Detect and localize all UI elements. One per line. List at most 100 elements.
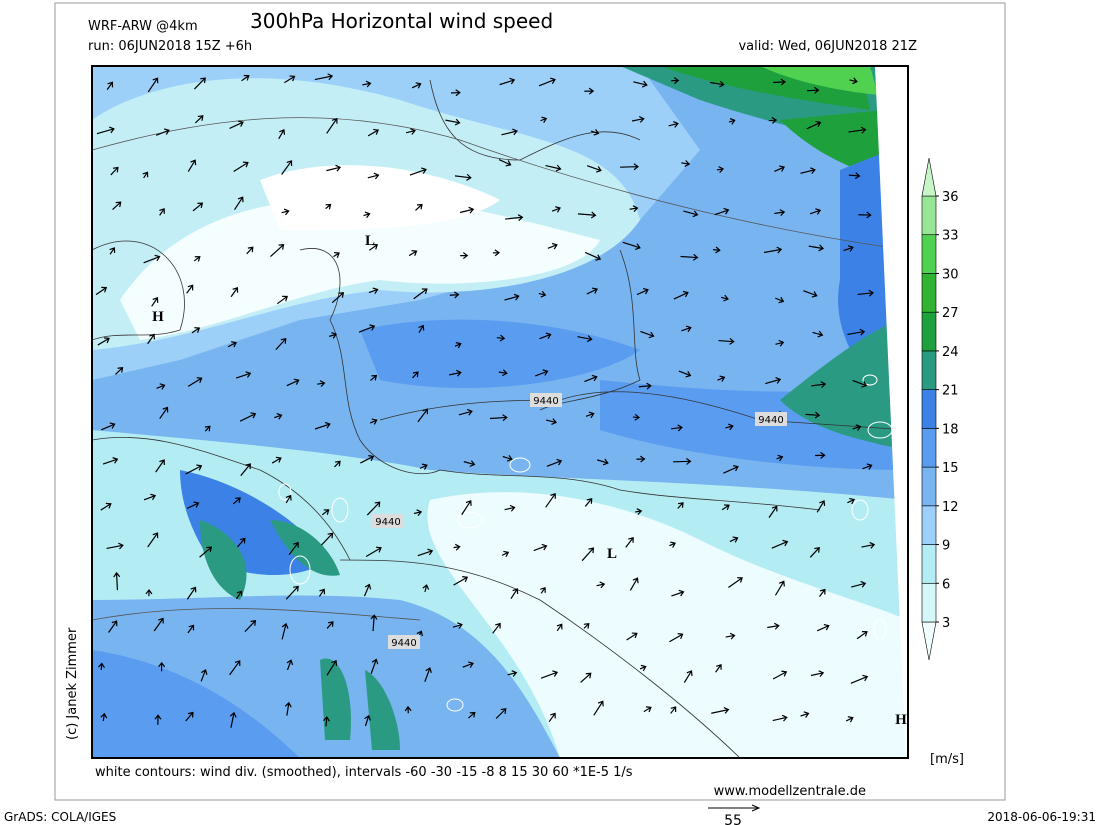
colorbar-bin [921, 350, 937, 390]
wind-arrow [577, 335, 593, 343]
wind-arrow [458, 408, 473, 416]
wind-arrow [806, 120, 822, 130]
wind-arrow [489, 414, 508, 422]
wind-arrow [229, 120, 244, 129]
contour-label: 9440 [375, 517, 400, 528]
wind-arrow [862, 463, 873, 470]
wind-arrow [673, 290, 689, 300]
wind-arrow [325, 203, 332, 210]
colorbar-tick-label: 15 [942, 461, 959, 476]
wind-arrow [556, 623, 563, 632]
wind-arrow [185, 464, 203, 475]
valid-info: valid: Wed, 06JUN2018 21Z [738, 39, 917, 54]
map-frame [91, 65, 909, 759]
wind-arrow [147, 77, 159, 93]
wind-arrow [363, 583, 372, 597]
wind-arrow [729, 536, 739, 543]
wind-arrow [629, 577, 639, 591]
wind-arrow [193, 256, 201, 262]
wind-arrow [413, 509, 423, 517]
map-title: 300hPa Horizontal wind speed [250, 9, 553, 33]
wind-arrow [270, 243, 285, 258]
wind-arrow [507, 670, 518, 677]
wind-arrow [852, 424, 862, 431]
colorbar-tick-label: 24 [942, 345, 959, 360]
wind-arrow [856, 630, 868, 640]
wind-area [780, 320, 905, 450]
wind-arrow [285, 494, 292, 504]
wind-arrow [452, 622, 463, 629]
wind-arrow [192, 202, 204, 212]
wind-arrow [106, 542, 124, 550]
wind-arrow [454, 342, 462, 349]
wind-arrow [187, 624, 195, 634]
wind-arrow [187, 377, 203, 387]
wind-arrow [318, 588, 326, 597]
wind-arrow [639, 664, 647, 672]
wind-arrow [187, 159, 197, 172]
low-pressure-label: L [365, 233, 375, 249]
run-info: run: 06JUN2018 15Z +6h [88, 39, 252, 54]
wind-arrow [593, 700, 604, 716]
wind-arrow [625, 536, 634, 548]
wind-arrow [681, 160, 691, 167]
map: L H L H 9440 9440 9440 9440 [92, 66, 908, 758]
copyright: (c) Janek Zimmer [65, 627, 80, 740]
wind-arrow [805, 411, 821, 419]
wind-arrow [717, 375, 726, 382]
wind-arrow [370, 658, 379, 675]
wind-arrow [540, 586, 546, 594]
wind-arrow [145, 588, 153, 597]
wind-area [120, 198, 600, 340]
wind-arrow [584, 251, 602, 261]
wind-arrow [281, 622, 289, 640]
wind-arrow [635, 508, 643, 516]
software-credit: GrADS: COLA/IGES [4, 810, 116, 824]
wind-arrow [358, 324, 376, 333]
contour-note: white contours: wind div. (smoothed), in… [95, 765, 633, 780]
wind-arrow [151, 297, 159, 307]
wind-arrow [424, 667, 432, 682]
wind-arrow [492, 249, 501, 257]
wind-arrow [768, 116, 778, 124]
colorbar-tick-label: 27 [942, 306, 959, 321]
wind-arrow [714, 207, 730, 216]
wind-arrow [585, 411, 595, 419]
wind-arrow [551, 206, 561, 213]
wind-arrow [412, 371, 419, 379]
wind-arrow [365, 546, 382, 558]
colorbar-bin [921, 195, 937, 236]
wind-arrow [235, 590, 243, 600]
wind-arrow [229, 711, 237, 728]
wind-arrow [584, 374, 598, 383]
wind-arrow [230, 286, 239, 298]
wind-arrow [848, 126, 867, 134]
website: www.modellzentrale.de [714, 784, 866, 799]
wind-arrow [329, 332, 338, 339]
wind-arrow [109, 247, 116, 255]
wind-arrow [710, 80, 725, 88]
wind-arrow [728, 577, 743, 588]
wind-arrow [450, 89, 461, 97]
wind-arrows [95, 73, 876, 728]
wind-arrow [668, 121, 679, 128]
wind-arrow [771, 539, 789, 549]
wind-area [427, 492, 908, 758]
wind-arrow [669, 633, 684, 643]
wind-arrow [278, 128, 286, 140]
wind-arrow [185, 711, 194, 722]
wind-arrow [678, 370, 692, 378]
wind-arrow [712, 246, 721, 254]
wind-arrow [321, 509, 330, 516]
wind-arrow [143, 493, 157, 501]
wind-arrow [504, 504, 516, 512]
wind-arrow [819, 588, 826, 597]
wind-arrow [773, 78, 787, 86]
wind-arrow [772, 670, 788, 680]
wind-arrow [673, 457, 692, 465]
wind-arrow [194, 115, 204, 124]
wind-arrow [620, 163, 639, 171]
wind-arrow [721, 504, 730, 511]
wind-arrow [360, 455, 375, 464]
wind-arrow [147, 333, 155, 345]
